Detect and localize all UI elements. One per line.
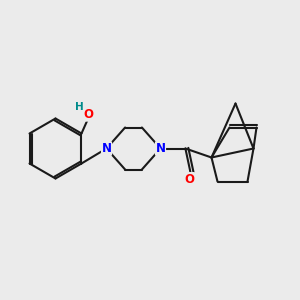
Text: N: N — [155, 142, 166, 155]
Text: O: O — [83, 108, 93, 121]
Text: O: O — [184, 172, 194, 186]
Text: H: H — [75, 102, 83, 112]
Text: N: N — [101, 142, 112, 155]
